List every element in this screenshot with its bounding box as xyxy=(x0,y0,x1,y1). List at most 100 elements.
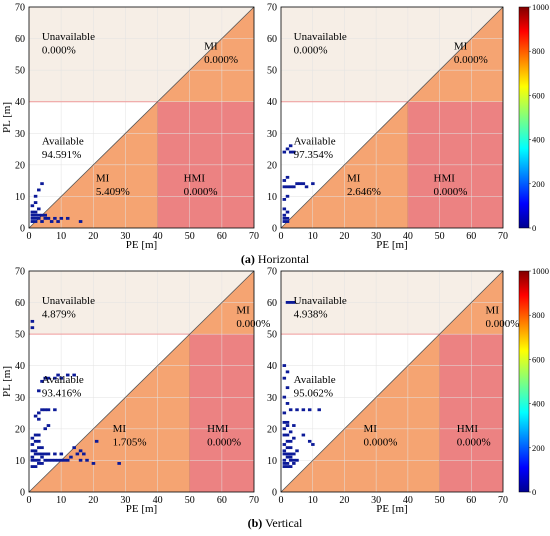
data-point xyxy=(282,220,287,223)
x-tick-label: 30 xyxy=(120,231,130,242)
diagonal-line xyxy=(280,270,504,493)
x-axis-label: PE [m] xyxy=(376,503,407,515)
x-tick-label: 70 xyxy=(498,231,508,242)
x-tick-label: 20 xyxy=(339,495,349,506)
data-point xyxy=(292,436,296,440)
x-tick-label: 70 xyxy=(498,495,508,506)
data-point xyxy=(282,179,287,182)
data-point xyxy=(288,430,293,434)
data-point xyxy=(285,452,290,456)
colorbar-gradient xyxy=(518,6,530,229)
y-tick-label: 10 xyxy=(15,192,25,203)
data-point xyxy=(285,185,290,189)
hmi-label: HMI xyxy=(457,423,479,435)
data-point xyxy=(30,319,35,323)
y-tick-label: 70 xyxy=(267,267,277,278)
data-point xyxy=(78,220,83,223)
data-point xyxy=(288,300,293,304)
data-point xyxy=(46,458,51,462)
data-point xyxy=(292,458,296,462)
data-point xyxy=(72,446,76,450)
data-point xyxy=(285,300,290,304)
y-tick-label: 0 xyxy=(272,224,277,235)
x-tick-label: 60 xyxy=(217,495,227,506)
y-tick-label: 20 xyxy=(267,424,277,435)
mi-lower-label: MI xyxy=(347,173,361,185)
available-value: 95.062% xyxy=(294,388,333,400)
caption-letter: (b) xyxy=(248,516,263,530)
data-point xyxy=(30,465,35,469)
data-point xyxy=(43,408,47,412)
x-tick-label: 50 xyxy=(185,231,195,242)
data-point xyxy=(295,182,299,186)
data-point xyxy=(46,452,51,456)
data-point xyxy=(37,452,41,456)
data-point xyxy=(69,455,73,459)
mi-lower-label: MI xyxy=(113,423,127,435)
unavailable-label: Unavailable xyxy=(42,295,95,307)
x-tick-label: 30 xyxy=(371,231,381,242)
data-point xyxy=(33,210,38,214)
data-point xyxy=(43,427,47,431)
mi-lower-value: 2.646% xyxy=(347,186,381,198)
mi-upper-label: MI xyxy=(204,41,218,53)
hmi-label: HMI xyxy=(184,173,206,185)
y-tick-label: 40 xyxy=(267,97,277,108)
data-point xyxy=(288,455,293,459)
colorbar-1: 0 200 400 600 800 1000 xyxy=(518,2,549,233)
data-point xyxy=(285,462,290,465)
chart-panel-3: 0 10 20 30 40 50 60 70 0 10 20 30 40 50 60 70 PE [m] PL [… xyxy=(1,267,270,516)
data-point xyxy=(30,443,35,446)
y-tick-label: 0 xyxy=(20,224,25,235)
x-tick-label: 10 xyxy=(308,231,318,242)
data-point xyxy=(85,458,89,462)
y-tick-label: 30 xyxy=(267,129,277,140)
data-point xyxy=(282,449,287,453)
hmi-label: HMI xyxy=(434,173,456,185)
y-tick-label: 30 xyxy=(267,393,277,404)
data-point xyxy=(288,144,293,148)
data-point xyxy=(285,370,290,374)
data-point xyxy=(37,433,41,437)
data-point xyxy=(282,207,287,211)
y-tick-label: 60 xyxy=(267,298,277,309)
data-point xyxy=(59,376,64,380)
data-point xyxy=(30,220,35,223)
unavailable-value: 0.000% xyxy=(294,45,328,57)
hmi-value: 0.000% xyxy=(457,437,491,449)
data-point xyxy=(56,220,60,223)
data-point xyxy=(30,204,35,208)
available-label: Available xyxy=(42,135,84,147)
data-point xyxy=(53,458,57,462)
x-tick-label: 40 xyxy=(153,231,163,242)
x-axis-label: PE [m] xyxy=(126,503,157,515)
colorbar-gradient xyxy=(518,270,530,493)
x-tick-label: 0 xyxy=(279,495,284,506)
mi-upper-value: 0.000% xyxy=(486,318,520,330)
data-point xyxy=(30,326,35,330)
data-point xyxy=(285,455,290,459)
data-point xyxy=(62,458,67,462)
data-point xyxy=(285,386,290,390)
data-point xyxy=(285,424,290,427)
colorbar-tick-label: 800 xyxy=(532,310,545,320)
data-point xyxy=(285,446,290,450)
data-point xyxy=(282,458,287,462)
y-axis-label: PL [m] xyxy=(1,366,13,397)
data-point xyxy=(33,220,38,223)
data-point xyxy=(33,216,38,220)
data-point xyxy=(288,452,293,456)
y-tick-label: 10 xyxy=(267,456,277,467)
colorbar-tick-label: 0 xyxy=(532,487,536,497)
x-tick-label: 60 xyxy=(466,495,476,506)
data-point xyxy=(72,373,76,377)
mi-lower-value: 1.705% xyxy=(113,437,147,449)
plot-frame xyxy=(280,270,504,493)
colorbar-tick-label: 600 xyxy=(532,90,545,100)
data-point xyxy=(43,458,47,462)
data-point xyxy=(94,439,99,443)
data-point xyxy=(285,210,290,214)
y-tick-label: 10 xyxy=(15,456,25,467)
data-point xyxy=(288,439,293,443)
data-point xyxy=(53,216,57,220)
